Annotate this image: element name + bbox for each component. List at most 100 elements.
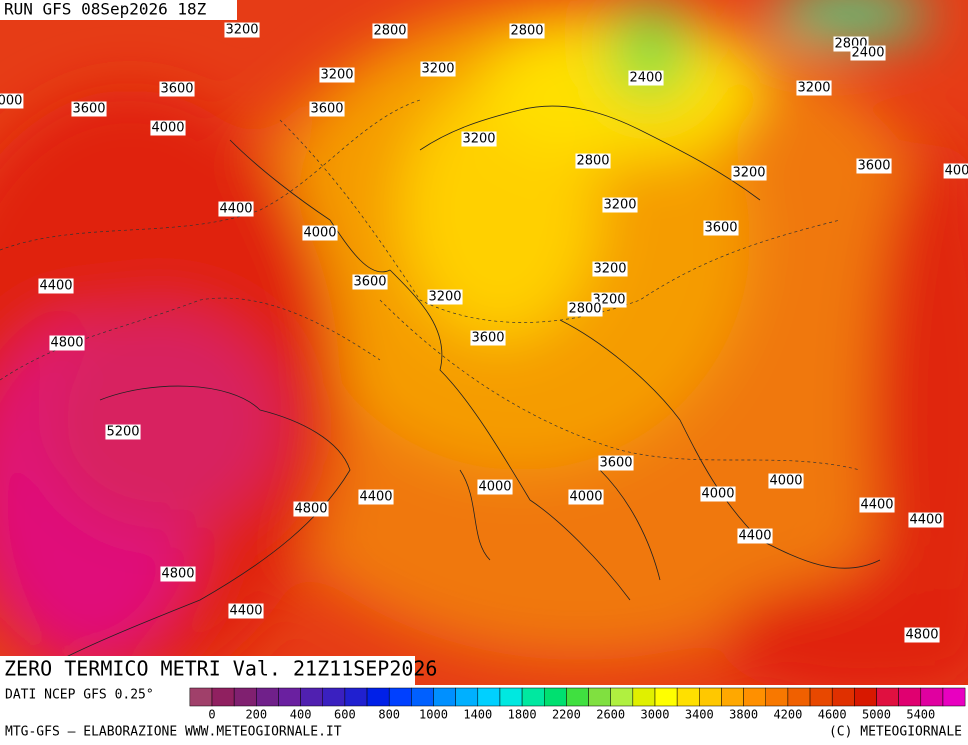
colorbar-swatch [388,687,412,707]
contour-label: 4400 [908,512,944,528]
colorbar-label: 3000 [641,708,670,722]
colorbar-label: 0 [208,708,215,722]
contour-label: 3200 [796,80,832,96]
contour-label-text: 4800 [294,502,327,517]
contour-label-text: 000 [0,94,22,109]
contour-label-box [731,165,767,181]
colorbar-label: 1800 [508,708,537,722]
contour-label-box [461,131,497,147]
colorbar-swatch [477,687,501,707]
contour-label-box [427,289,463,305]
contour-label-text: 400 [945,164,968,179]
contour-label-box [592,261,628,277]
contour-label: 3600 [71,101,107,117]
contour-label-text: 4400 [39,279,72,294]
contour-label-text: 3600 [353,275,386,290]
contour-label-box [602,197,638,213]
contour-label: 2400 [628,70,664,86]
colorbar-swatch [499,687,523,707]
contour-label: 4000 [700,486,736,502]
colorbar-swatch [300,687,324,707]
contour-label-box [850,45,886,61]
contour-label-text: 3600 [471,331,504,346]
contour-label-text: 4400 [738,529,771,544]
colorbar-label: 800 [378,708,400,722]
contour-label: 4400 [228,603,264,619]
colorbar-swatch [898,687,922,707]
colorbar-swatch [920,687,944,707]
colorbar-swatch [942,687,966,707]
contour-label-box [358,489,394,505]
contour-label-box [567,301,603,317]
contour-label-text: 4000 [303,226,336,241]
colorbar-swatch [831,687,855,707]
contour-label-text: 2800 [510,24,543,39]
contour-label: 3200 [224,22,260,38]
contour-label-box [859,497,895,513]
colorbar: 0 200 400 600 800 1000 1400 1800 2200 2600 3000 340… [189,687,966,722]
contour-label-box [796,80,832,96]
contour-label-text: 2400 [851,46,884,61]
contour-label-text: 4400 [359,490,392,505]
colorbar-swatch [189,687,213,707]
contour-label: 4000 [302,225,338,241]
contour-label-box [71,101,107,117]
contour-label-box [477,479,513,495]
contour-label-text: 4000 [151,121,184,136]
contour-label-text: 3200 [320,68,353,83]
colorbar-swatch [566,687,589,707]
contour-label-box [509,23,545,39]
contour-label-box [49,335,85,351]
contour-label: 3600 [856,158,892,174]
contour-label-box [352,274,388,290]
contour-label-box [768,473,804,489]
colorbar-swatch [610,687,634,707]
contour-label-text: 4800 [905,628,938,643]
contour-label-box [150,120,186,136]
contour-label-box [159,81,195,97]
contour-label-text: 4000 [569,490,602,505]
source-text: DATI NCEP GFS 0.25° [5,688,154,703]
contour-label: 3200 [731,165,767,181]
contour-label-box [302,225,338,241]
colorbar-label: 2600 [596,708,625,722]
contour-label-box [228,603,264,619]
colorbar-swatch [256,687,279,707]
contour-label-text: 3200 [603,198,636,213]
contour-label-box [420,61,456,77]
contour-label-text: 4800 [161,567,194,582]
contour-label-text: 2400 [629,71,662,86]
colorbar-swatch [743,687,766,707]
contour-label-box [628,70,664,86]
title-box [0,656,415,685]
colorbar-swatch [322,687,346,707]
colorbar-label: 600 [334,708,356,722]
contour-label: 2800 [372,23,408,39]
contour-label: 4400 [859,497,895,513]
contour-label-text: 3200 [421,62,454,77]
contour-lines [0,99,861,471]
colorbar-swatch [588,687,611,707]
colorbar-swatch [544,687,567,707]
contour-label: 3600 [159,81,195,97]
colorbar-label: 3800 [729,708,758,722]
contour-label-text: 2800 [568,302,601,317]
title-bar: ZERO TERMICO METRI Val. 21Z11SEP2026 [0,656,437,685]
contour-label-box [309,101,345,117]
contour-label-box [0,93,24,109]
contour-label-text: 4800 [50,336,83,351]
contour-label-text: 3200 [428,290,461,305]
contour-label-text: 2800 [373,24,406,39]
contour-label: 3200 [427,289,463,305]
colorbar-swatch [211,687,235,707]
colorbar-swatch [787,687,811,707]
contour-label: 3600 [470,330,506,346]
contour-label: 5200 [105,424,141,440]
contour-label: 3600 [352,274,388,290]
map-title: ZERO TERMICO METRI Val. 21Z11SEP2026 [4,657,437,681]
contour-label-text: 2800 [576,154,609,169]
contour-label: 4000 [768,473,804,489]
contour-label: 4800 [160,566,196,582]
contour-label: 3200 [592,261,628,277]
